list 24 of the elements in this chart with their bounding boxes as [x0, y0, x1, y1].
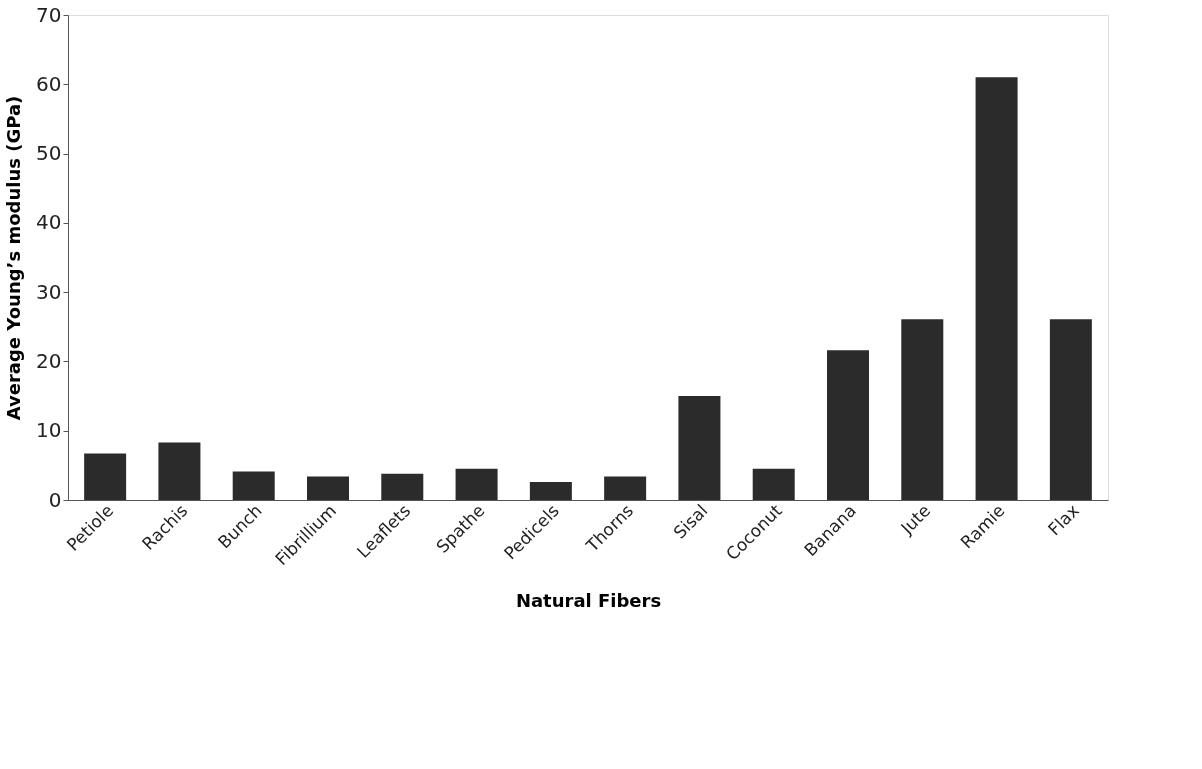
- y-tick-label: 10: [36, 418, 62, 443]
- bar: [678, 396, 721, 500]
- y-tick-label: 20: [36, 348, 62, 373]
- bar: [827, 350, 869, 500]
- y-axis-title: Average Young’s modulus (GPa): [3, 95, 25, 421]
- bar: [381, 473, 424, 500]
- bar: [84, 453, 127, 500]
- y-tick-label: 60: [36, 71, 62, 96]
- bar: [529, 481, 572, 500]
- bar: [604, 476, 647, 500]
- bar: [158, 442, 201, 500]
- y-tick-label: 30: [36, 279, 62, 304]
- bar: [752, 468, 795, 500]
- bar: [901, 319, 944, 500]
- x-axis-title: Natural Fibers: [515, 590, 662, 612]
- y-tick-label: 40: [36, 210, 62, 235]
- bar: [975, 77, 1018, 500]
- y-tick-label: 70: [36, 2, 62, 27]
- bar: [1049, 319, 1092, 500]
- bar: [455, 468, 498, 500]
- y-tick-label: 0: [48, 487, 62, 512]
- y-tick-label: 50: [36, 141, 62, 166]
- bar: [307, 476, 349, 500]
- bar: [232, 471, 275, 500]
